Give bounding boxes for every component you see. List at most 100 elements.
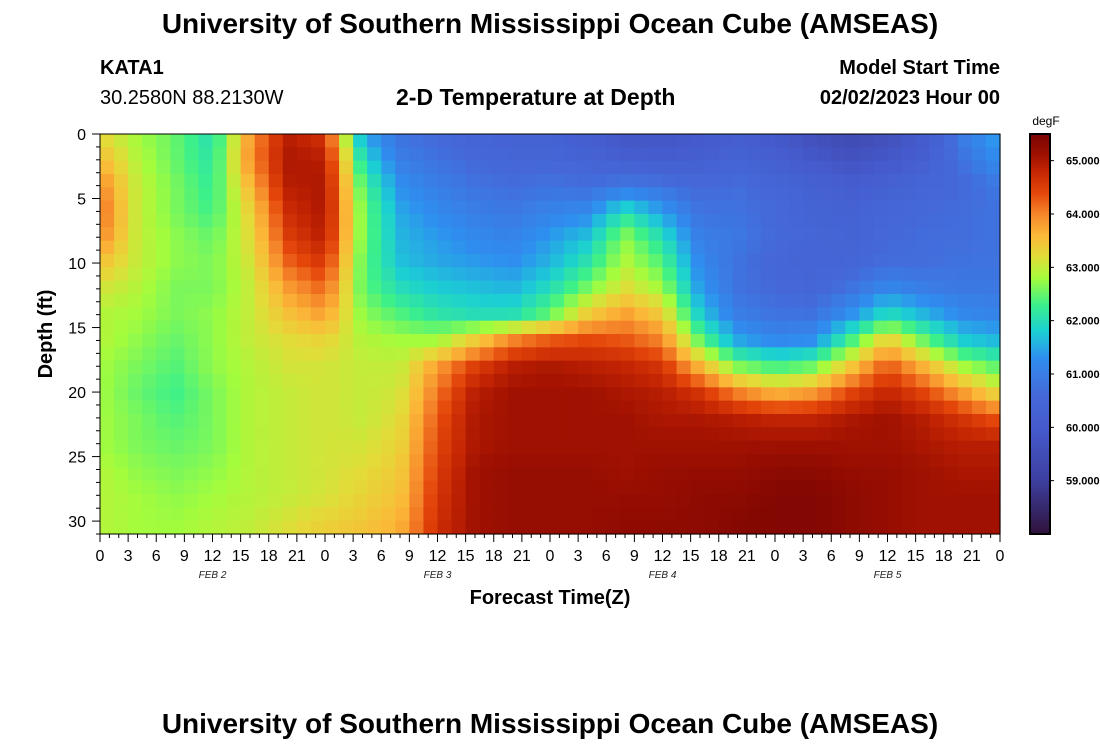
heatmap-cell: [746, 320, 762, 335]
heatmap-cell: [170, 414, 185, 428]
heatmap-cell: [240, 360, 256, 375]
heatmap-cell: [521, 507, 537, 522]
heatmap-cell: [198, 360, 214, 375]
heatmap-cell: [268, 400, 284, 415]
heatmap-cell: [339, 254, 354, 268]
heatmap-cell: [634, 360, 650, 375]
heatmap-cell: [353, 454, 368, 468]
heatmap-cell: [732, 467, 748, 482]
x-axis: 0 3 6 9 12 15 18 21 0 3 6 9 12 15 18 21 0 3 6 9 12 15 18 21 0 3 6 9…: [96, 534, 1005, 565]
heatmap-cell: [128, 480, 143, 495]
heatmap-cell: [746, 240, 762, 255]
heatmap-cell: [676, 520, 692, 535]
heatmap-cell: [662, 214, 678, 228]
heatmap-cell: [592, 347, 607, 362]
heatmap-cell: [451, 174, 467, 188]
heatmap-cell: [325, 507, 340, 522]
heatmap-cell: [493, 134, 509, 148]
heatmap-cell: [873, 187, 889, 202]
heatmap-cell: [690, 414, 706, 428]
heatmap-cell: [634, 280, 650, 295]
heatmap-cell: [423, 347, 439, 362]
heatmap-cell: [128, 427, 143, 442]
heatmap-cell: [915, 347, 931, 362]
heatmap-cell: [268, 387, 284, 402]
heatmap-cell: [803, 467, 818, 482]
heatmap-cell: [381, 227, 396, 242]
heatmap-cell: [732, 387, 748, 402]
heatmap-cell: [887, 334, 903, 348]
heatmap-cell: [718, 347, 734, 362]
heatmap-cell: [521, 294, 537, 308]
heatmap-cell: [845, 294, 860, 308]
heatmap-cell: [578, 507, 593, 522]
heatmap-cell: [479, 374, 495, 388]
heatmap-cell: [325, 520, 340, 535]
heatmap-cell: [521, 440, 537, 455]
heatmap-cell: [803, 347, 818, 362]
heatmap-cell: [395, 307, 410, 322]
heatmap-cell: [831, 160, 846, 175]
heatmap-cell: [564, 240, 579, 255]
heatmap-cell: [704, 214, 720, 228]
heatmap-cell: [620, 214, 635, 228]
heatmap-cell: [550, 240, 565, 255]
heatmap-cell: [198, 334, 214, 348]
heatmap-cell: [142, 414, 157, 428]
heatmap-cell: [353, 387, 368, 402]
x-tick-label: 0: [546, 548, 555, 565]
heatmap-cell: [676, 320, 692, 335]
heatmap-cell: [128, 227, 143, 242]
heatmap-cell: [114, 454, 129, 468]
heatmap-cell: [957, 320, 973, 335]
heatmap-cell: [564, 307, 579, 322]
heatmap-cell: [606, 334, 621, 348]
heatmap-cell: [493, 480, 509, 495]
heatmap-cell: [100, 494, 115, 508]
heatmap-cell: [887, 320, 903, 335]
heatmap-cell: [395, 254, 410, 268]
heatmap-cell: [100, 214, 115, 228]
heatmap-cell: [929, 214, 945, 228]
heatmap-cell: [521, 134, 537, 148]
heatmap-cell: [268, 507, 284, 522]
heatmap-cell: [254, 334, 270, 348]
x-axis-label: Forecast Time(Z): [470, 587, 631, 609]
heatmap-cell: [409, 147, 425, 162]
heatmap-cell: [746, 507, 762, 522]
heatmap-cell: [507, 227, 523, 242]
heatmap-cell: [760, 360, 776, 375]
heatmap-cell: [353, 280, 368, 295]
heatmap-cell: [409, 240, 425, 255]
heatmap-cell: [690, 387, 706, 402]
heatmap-cell: [957, 374, 973, 388]
heatmap-cell: [718, 240, 734, 255]
heatmap-cell: [507, 507, 523, 522]
heatmap-cell: [353, 467, 368, 482]
colorbar: [1029, 133, 1051, 535]
heatmap-cell: [212, 494, 228, 508]
heatmap-cell: [957, 134, 973, 148]
heatmap-cell: [971, 347, 987, 362]
heatmap-cell: [296, 467, 312, 482]
heatmap-cell: [128, 520, 143, 535]
heatmap-cell: [451, 320, 467, 335]
heatmap-cell: [957, 520, 973, 535]
heatmap-cell: [550, 427, 565, 442]
heatmap-cell: [550, 387, 565, 402]
heatmap-cell: [985, 427, 1001, 442]
heatmap-cell: [859, 294, 875, 308]
heatmap-cell: [971, 147, 987, 162]
heatmap-cell: [789, 334, 804, 348]
heatmap-cell: [521, 280, 537, 295]
heatmap-cell: [606, 267, 621, 282]
heatmap-cell: [296, 494, 312, 508]
heatmap-cell: [831, 400, 846, 415]
heatmap-cell: [212, 134, 228, 148]
heatmap-cell: [915, 200, 931, 215]
heatmap-cell: [451, 147, 467, 162]
heatmap-cell: [325, 360, 340, 375]
heatmap-cell: [142, 387, 157, 402]
x-tick-label: 12: [204, 548, 222, 565]
